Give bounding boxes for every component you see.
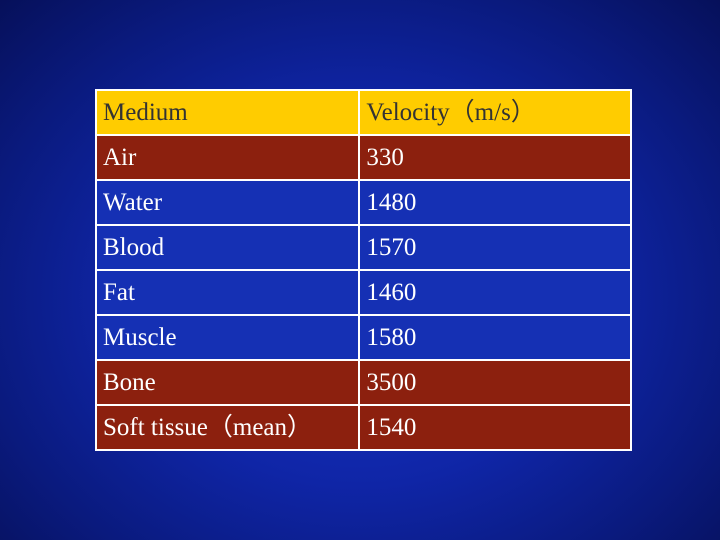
medium-cell: Soft tissue（mean）	[94, 404, 361, 451]
velocity-cell: 3500	[358, 359, 632, 406]
table-row: Fat 1460	[94, 269, 632, 316]
medium-cell: Air	[94, 134, 361, 181]
velocity-cell: 1540	[358, 404, 632, 451]
table-row: Muscle 1580	[94, 314, 632, 361]
medium-cell: Blood	[94, 224, 361, 271]
medium-cell: Bone	[94, 359, 361, 406]
table-row: Air 330	[94, 134, 632, 181]
velocity-cell: 1570	[358, 224, 632, 271]
table-row: Blood 1570	[94, 224, 632, 271]
velocity-table: Medium Velocity（m/s） Air 330 Water 1480 …	[94, 89, 632, 451]
table-row: Water 1480	[94, 179, 632, 226]
table-row: Soft tissue（mean） 1540	[94, 404, 632, 451]
medium-cell: Muscle	[94, 314, 361, 361]
medium-cell: Water	[94, 179, 361, 226]
medium-cell: Fat	[94, 269, 361, 316]
velocity-cell: 1460	[358, 269, 632, 316]
velocity-cell: 1580	[358, 314, 632, 361]
table-header-row: Medium Velocity（m/s）	[94, 89, 632, 136]
velocity-cell: 330	[358, 134, 632, 181]
header-medium: Medium	[94, 89, 361, 136]
header-velocity: Velocity（m/s）	[358, 89, 632, 136]
velocity-cell: 1480	[358, 179, 632, 226]
table-row: Bone 3500	[94, 359, 632, 406]
